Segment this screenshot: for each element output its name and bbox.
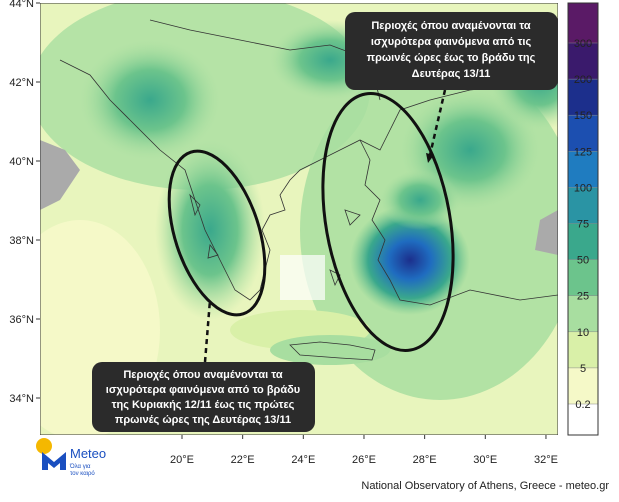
- colorbar-label: 10: [577, 327, 589, 339]
- annotation-line: της Κυριακής 12/11 έως τις πρώτες: [112, 399, 295, 411]
- colorbar-label: 150: [574, 110, 592, 122]
- colorbar-label: 5: [580, 363, 586, 375]
- axis-ticks: 44°N 42°N 40°N 38°N 36°N 34°N 20°E 22°E 24°E 26°E…: [9, 0, 558, 466]
- colorbar-segment: [568, 404, 598, 435]
- annotation-line: πρωινές ώρες της Δευτέρας 13/11: [115, 414, 291, 426]
- colorbar: 0.2 5 10 25 50 75 100 125 150 200 300: [567, 2, 599, 436]
- lat-tick-label: 44°N: [9, 0, 34, 10]
- logo-name: Meteo: [70, 446, 106, 461]
- colorbar-segment: [568, 259, 598, 296]
- colorbar-segment: [568, 223, 598, 260]
- logo-mark: [42, 452, 66, 470]
- lon-tick-label: 30°E: [473, 454, 497, 466]
- annotation-line: Περιοχές όπου αναμένονται τα: [123, 369, 282, 381]
- annotation-box: [345, 12, 558, 90]
- logo-tagline: Όλα για: [69, 464, 91, 470]
- colorbar-label: 100: [574, 182, 592, 194]
- colorbar-segment: [568, 79, 598, 116]
- colorbar-segment: [568, 295, 598, 332]
- lon-tick-label: 24°E: [291, 454, 315, 466]
- lat-tick-label: 40°N: [9, 156, 34, 168]
- colorbar-label: 50: [577, 255, 589, 267]
- region-ellipse: [321, 92, 455, 352]
- colorbar-segment: [568, 115, 598, 152]
- lon-tick-label: 22°E: [231, 454, 255, 466]
- annotation-line: πρωινές ώρες έως το βράδυ της: [367, 52, 536, 64]
- lon-tick-label: 20°E: [170, 454, 194, 466]
- colorbar-label: 25: [577, 291, 589, 303]
- lat-tick-label: 38°N: [9, 235, 34, 247]
- logo-sun: [36, 438, 52, 454]
- footer-credit: National Observatory of Athens, Greece -…: [361, 480, 609, 492]
- lat-tick-label: 34°N: [9, 393, 34, 405]
- lon-tick-label: 26°E: [352, 454, 376, 466]
- colorbar-label: 0.2: [575, 399, 590, 411]
- colorbar-segment: [568, 151, 598, 188]
- annotation-line: Περιοχές όπου αναμένονται τα: [371, 20, 530, 32]
- colorbar-label: 200: [574, 74, 592, 86]
- pointer-arrow: [203, 299, 212, 363]
- colorbar-frame: [567, 2, 599, 436]
- annotation-line: ισχυρότερα φαινόμενα από τις: [371, 36, 532, 48]
- logo-tagline: τον καιρό: [70, 470, 95, 477]
- colorbar-segment: [568, 367, 598, 404]
- pointer-arrow: [428, 89, 447, 156]
- annotation-line: Δευτέρας 13/11: [412, 68, 491, 80]
- colorbar-segment: [568, 3, 598, 43]
- lon-tick-label: 28°E: [413, 454, 437, 466]
- colorbar-segment: [568, 43, 598, 80]
- colorbar-label: 75: [577, 219, 589, 231]
- lon-tick-label: 32°E: [534, 454, 558, 466]
- colorbar-segment: [568, 331, 598, 368]
- lat-tick-label: 42°N: [9, 77, 34, 89]
- region-ellipse: [167, 149, 267, 317]
- logo: Meteo Όλα για τον καιρό: [36, 438, 106, 477]
- colorbar-label: 300: [574, 38, 592, 50]
- arrow-head: [426, 153, 434, 163]
- annotation-box: [92, 362, 315, 432]
- lat-tick-label: 36°N: [9, 314, 34, 326]
- colorbar-segment: [568, 187, 598, 224]
- annotation-line: ισχυρότερα φαινόμενα από το βράδυ: [106, 384, 300, 396]
- colorbar-label: 125: [574, 146, 592, 158]
